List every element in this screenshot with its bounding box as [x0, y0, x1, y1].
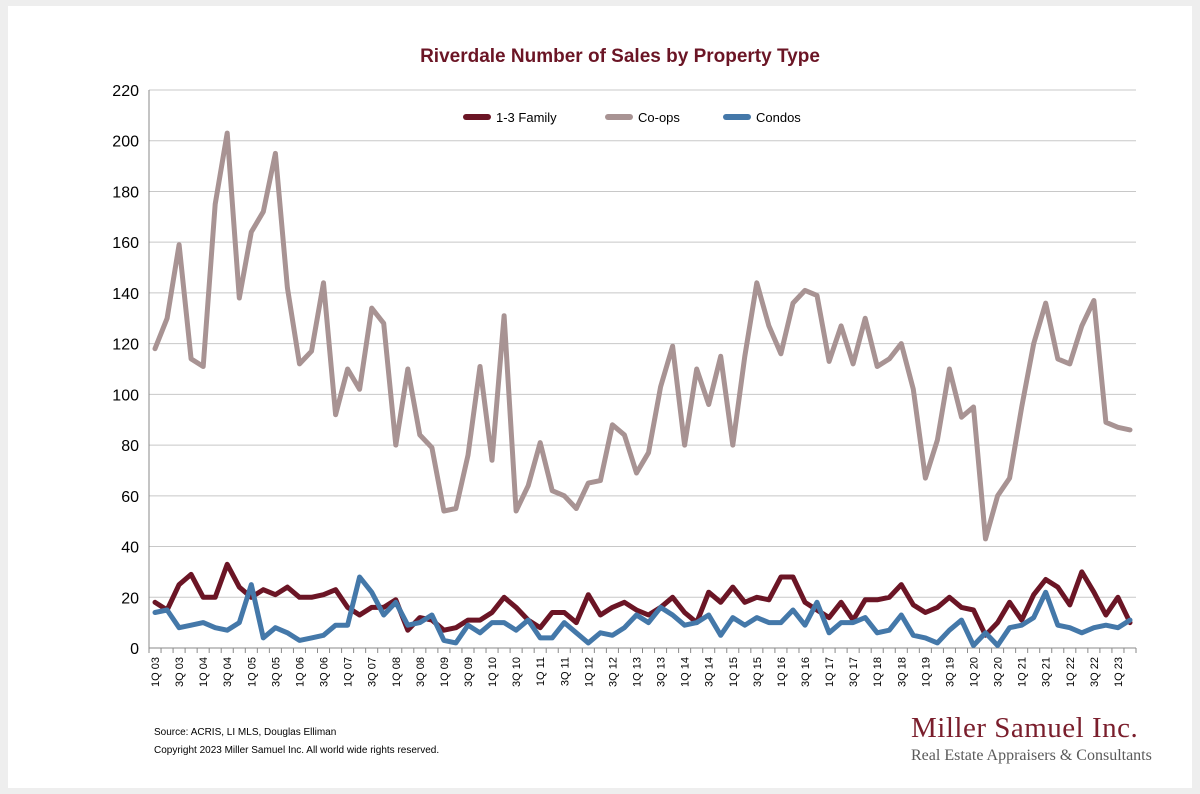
x-tick-label: 3Q 08 [415, 657, 427, 687]
x-tick-label: 1Q 08 [391, 657, 403, 687]
legend-label: Co-ops [638, 110, 680, 125]
x-tick-label: 3Q 06 [319, 657, 331, 687]
x-tick-label: 3Q 12 [607, 657, 619, 687]
chart-title: Riverdale Number of Sales by Property Ty… [420, 46, 820, 67]
y-tick-label: 120 [112, 337, 139, 354]
x-tick-label: 1Q 11 [535, 657, 547, 686]
x-tick-label: 1Q 12 [583, 657, 595, 687]
series-line-1-3-family [152, 561, 1133, 638]
x-tick-label: 3Q 03 [174, 657, 186, 687]
x-tick-label: 1Q 20 [969, 657, 981, 687]
y-tick-label: 180 [112, 184, 139, 201]
legend: 1-3 Family Co-ops Condos [463, 110, 801, 125]
axes: 0 20 40 60 80 100 120 140 160 180 200 220 1Q 03 3Q 03… [112, 83, 1137, 687]
chart-frame: Riverdale Number of Sales by Property Ty… [8, 6, 1192, 788]
x-tick-label: 3Q 22 [1089, 657, 1101, 687]
x-tick-label: 1Q 15 [728, 657, 740, 687]
x-tick-label: 3Q 09 [463, 657, 475, 687]
x-tick-label: 3Q 04 [222, 657, 234, 687]
copyright-text: Copyright 2023 Miller Samuel Inc. All wo… [154, 745, 440, 756]
x-tick-label: 1Q 18 [872, 657, 884, 687]
x-tick-label: 3Q 11 [559, 657, 571, 686]
y-tick-label: 220 [112, 83, 139, 100]
x-tick-label: 1Q 10 [487, 657, 499, 687]
legend-label: 1-3 Family [496, 110, 557, 125]
y-tick-label: 80 [121, 438, 139, 455]
brand-logo: Miller Samuel Inc. Real Estate Appraiser… [911, 712, 1152, 765]
x-tick-label: 3Q 20 [993, 657, 1005, 687]
x-tick-label: 1Q 23 [1113, 657, 1125, 687]
series-line-condos [152, 574, 1133, 648]
x-tick-label: 1Q 14 [680, 657, 692, 687]
x-tick-label: 1Q 21 [1017, 657, 1029, 687]
y-tick-label: 140 [112, 286, 139, 303]
legend-label: Condos [756, 110, 801, 125]
y-tick-label: 200 [112, 134, 139, 151]
y-tick-label: 0 [130, 641, 139, 658]
series-lines [152, 130, 1133, 648]
source-note: Source: ACRIS, LI MLS, Douglas Elliman C… [154, 724, 439, 760]
x-tick-label: 1Q 06 [294, 657, 306, 687]
x-tick-label: 3Q 16 [800, 657, 812, 687]
x-tick-label: 1Q 09 [439, 657, 451, 687]
line-chart: Riverdale Number of Sales by Property Ty… [112, 46, 1137, 687]
x-tick-label: 1Q 19 [920, 657, 932, 687]
x-tick-label: 1Q 04 [198, 657, 210, 687]
x-tick-label: 1Q 22 [1065, 657, 1077, 687]
x-tick-label: 1Q 13 [631, 657, 643, 687]
series-line-co-ops [152, 130, 1133, 542]
x-tick-label: 3Q 17 [848, 657, 860, 687]
x-tick-label: 3Q 18 [896, 657, 908, 687]
x-tick-label: 3Q 19 [944, 657, 956, 687]
y-tick-label: 100 [112, 387, 139, 404]
x-tick-label: 1Q 16 [776, 657, 788, 687]
x-tick-label: 3Q 13 [656, 657, 668, 687]
x-tick-label: 3Q 07 [367, 657, 379, 687]
x-tick-label: 1Q 17 [824, 657, 836, 687]
x-tick-label: 1Q 05 [246, 657, 258, 687]
y-tick-label: 160 [112, 235, 139, 252]
y-tick-label: 40 [121, 540, 139, 557]
x-tick-label: 3Q 05 [270, 657, 282, 687]
brand-tagline: Real Estate Appraisers & Consultants [911, 747, 1152, 764]
x-tick-label: 1Q 07 [343, 657, 355, 687]
x-tick-label: 3Q 10 [511, 657, 523, 687]
x-tick-label: 3Q 14 [704, 657, 716, 687]
source-text: Source: ACRIS, LI MLS, Douglas Elliman [154, 727, 337, 738]
x-tick-label: 1Q 03 [150, 657, 162, 687]
y-tick-label: 60 [121, 489, 139, 506]
x-tick-label: 3Q 15 [752, 657, 764, 687]
x-tick-label: 3Q 21 [1041, 657, 1053, 687]
brand-name: Miller Samuel Inc. [911, 712, 1139, 744]
y-tick-label: 20 [121, 590, 139, 607]
